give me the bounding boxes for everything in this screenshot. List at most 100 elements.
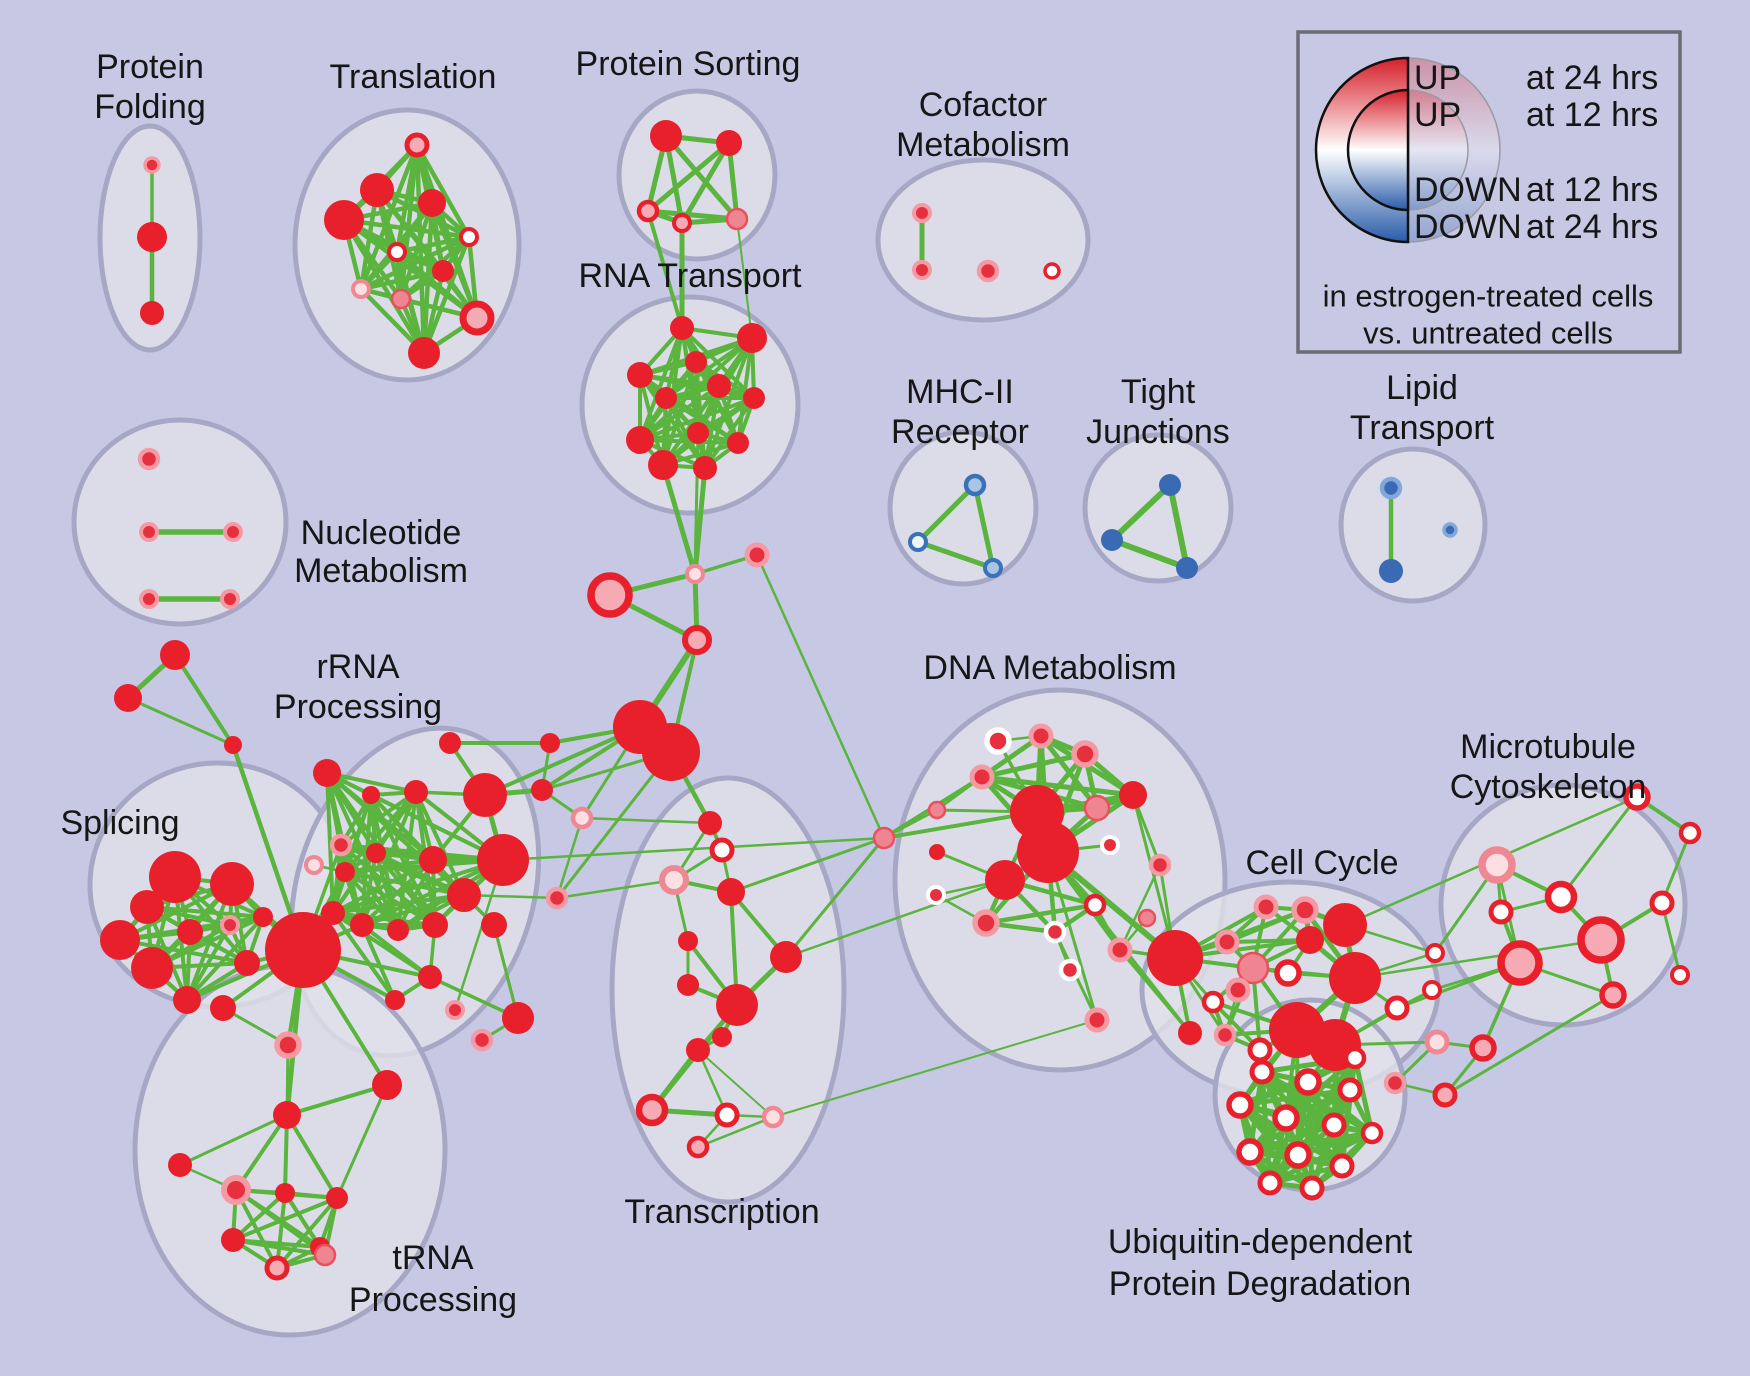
cell-cycle-node bbox=[1147, 930, 1203, 986]
edge bbox=[1339, 1055, 1358, 1169]
rna-transport-node bbox=[626, 426, 654, 454]
edge bbox=[341, 217, 427, 356]
edge bbox=[331, 858, 505, 915]
rrna-processing-node bbox=[313, 759, 341, 787]
edge bbox=[1131, 793, 1177, 960]
cell-cycle-node bbox=[1329, 952, 1381, 1004]
legend-inner-circle-12h bbox=[1346, 88, 1410, 212]
trna-processing-node bbox=[273, 1101, 301, 1129]
mhc-receptor-ellipse bbox=[887, 429, 1039, 587]
dna-metabolism-node bbox=[927, 800, 947, 820]
edge bbox=[555, 878, 676, 900]
cell-cycle-node bbox=[1236, 951, 1270, 985]
connectors-node bbox=[439, 732, 461, 754]
edge bbox=[1247, 1130, 1375, 1155]
protein-sorting-node bbox=[636, 199, 660, 223]
nucleotide-metabolism-node bbox=[223, 522, 243, 542]
edge bbox=[784, 836, 886, 959]
edge bbox=[492, 923, 520, 1020]
legend-time-label: at 12 hrs bbox=[1526, 96, 1658, 134]
splicing-label: Splicing bbox=[60, 804, 179, 842]
splicing-node bbox=[114, 684, 142, 712]
rna-transport-node bbox=[707, 374, 731, 398]
edge bbox=[285, 1083, 389, 1117]
edge bbox=[915, 539, 996, 571]
connectors-node bbox=[682, 625, 712, 655]
nucleotide-metabolism-node bbox=[139, 589, 159, 609]
edge bbox=[660, 462, 698, 577]
cofactor-metabolism-node bbox=[976, 259, 1000, 283]
edge bbox=[983, 902, 1098, 926]
edge bbox=[360, 851, 378, 927]
ubiquitin-node bbox=[1284, 1141, 1312, 1169]
lipid-transport-ellipse bbox=[1338, 446, 1488, 604]
cell-cycle-node bbox=[1291, 896, 1319, 924]
rrna-processing-node bbox=[387, 919, 409, 941]
rrna-processing-node bbox=[404, 780, 428, 804]
trna-processing-label: tRNA bbox=[392, 1239, 474, 1277]
dna-metabolism-node bbox=[1043, 920, 1067, 944]
edge bbox=[414, 142, 472, 240]
rna-transport-node bbox=[655, 387, 677, 409]
transcription-node bbox=[717, 878, 745, 906]
cell-cycle-label: Cell Cycle bbox=[1245, 844, 1398, 882]
transcription-node bbox=[712, 1027, 732, 1047]
edge bbox=[638, 326, 684, 442]
splicing-node bbox=[253, 907, 273, 927]
transcription-node bbox=[677, 974, 699, 996]
edge bbox=[335, 1083, 389, 1200]
rna-transport-label: RNA Transport bbox=[579, 257, 803, 295]
legend-direction-label: DOWN bbox=[1414, 171, 1522, 209]
dna-metabolism-node bbox=[1071, 740, 1099, 768]
nucleotide-metabolism-node bbox=[137, 447, 161, 471]
rrna-processing-node bbox=[335, 862, 355, 882]
protein-sorting-label: Protein Sorting bbox=[576, 45, 801, 83]
cofactor-metabolism-node bbox=[912, 203, 932, 223]
dna-metabolism-node bbox=[1083, 893, 1107, 917]
edge bbox=[1109, 482, 1173, 543]
transcription-node bbox=[686, 1135, 710, 1159]
edge bbox=[453, 858, 505, 1012]
edge bbox=[483, 725, 642, 797]
translation-node bbox=[459, 227, 479, 247]
splicing-node bbox=[100, 920, 140, 960]
edge bbox=[784, 878, 1007, 959]
dna-metabolism-node bbox=[1100, 835, 1120, 855]
microtubule-node bbox=[1478, 846, 1516, 884]
cell-cycle-node bbox=[1247, 1037, 1273, 1063]
cofactor-metabolism-label: Metabolism bbox=[896, 126, 1070, 164]
microtubule-node bbox=[1670, 965, 1690, 985]
edge bbox=[693, 431, 700, 576]
rrna-processing-node bbox=[304, 855, 324, 875]
splicing-node bbox=[234, 950, 260, 976]
edge bbox=[394, 234, 472, 255]
rrna-processing-node bbox=[445, 1000, 465, 1020]
edge bbox=[178, 1113, 289, 1167]
translation-node bbox=[418, 189, 446, 217]
edge bbox=[736, 218, 753, 339]
splicing-node bbox=[131, 947, 173, 989]
transcription-node bbox=[635, 1093, 669, 1127]
connectors-node bbox=[642, 723, 700, 781]
edge bbox=[360, 893, 466, 927]
microtubule-node bbox=[1577, 916, 1625, 964]
splicing-node bbox=[220, 915, 240, 935]
dna-metabolism-node bbox=[1028, 723, 1054, 749]
edge bbox=[285, 1113, 339, 1200]
nucleotide-metabolism-label: Nucleotide bbox=[301, 514, 462, 552]
microtubule-node bbox=[1678, 821, 1702, 845]
splicing-node bbox=[130, 890, 164, 924]
trna-processing-node bbox=[221, 1228, 245, 1252]
edge bbox=[429, 200, 480, 321]
edge bbox=[979, 751, 1088, 780]
cell-cycle-node bbox=[1384, 995, 1410, 1021]
rrna-processing-node bbox=[366, 843, 386, 863]
protein-sorting-node bbox=[672, 213, 692, 233]
ubiquitin-node bbox=[1360, 1121, 1384, 1145]
edge bbox=[646, 209, 684, 330]
mhc-receptor-node bbox=[983, 558, 1003, 578]
transcription-node bbox=[709, 837, 735, 863]
splicing-node bbox=[149, 851, 201, 903]
edge bbox=[173, 653, 235, 747]
